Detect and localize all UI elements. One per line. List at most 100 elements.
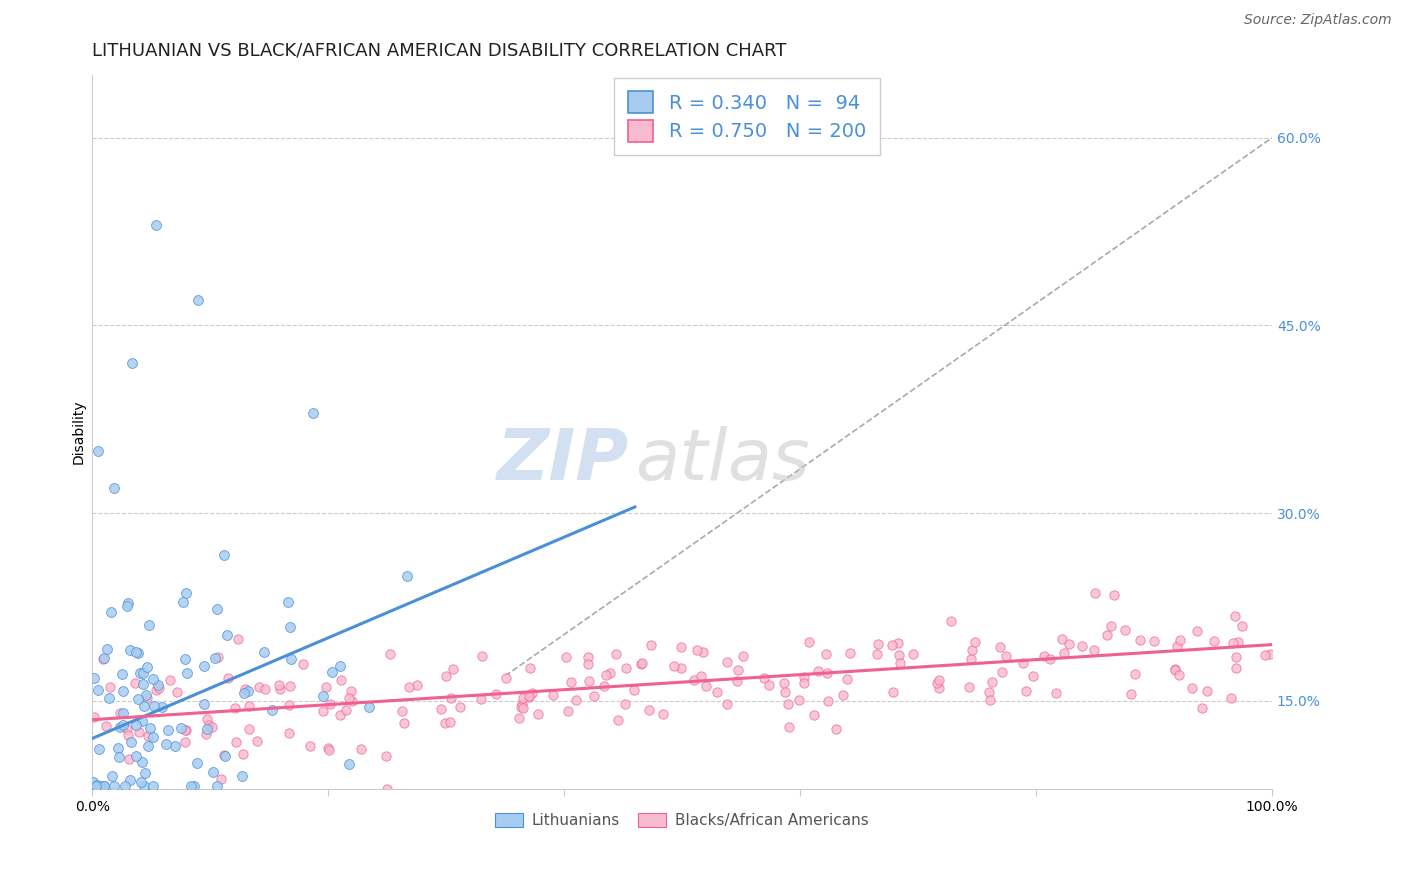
Point (342, 693, 364, 707)
Point (247, 680, 270, 694)
Point (991, 665, 1014, 679)
Point (429, 702, 451, 716)
Point (1258, 647, 1281, 661)
Point (114, 779, 136, 793)
Point (238, 723, 260, 737)
Point (212, 548, 235, 562)
Point (807, 664, 830, 678)
Point (520, 686, 543, 700)
Point (773, 685, 796, 699)
Point (212, 748, 235, 763)
Point (174, 723, 197, 737)
Point (262, 703, 284, 717)
Point (1225, 649, 1247, 664)
Point (963, 635, 986, 649)
Point (145, 683, 167, 698)
Point (209, 772, 232, 786)
Point (1033, 648, 1056, 663)
Point (302, 406, 325, 420)
Point (232, 747, 254, 761)
Point (117, 752, 139, 766)
Point (889, 648, 911, 663)
Point (204, 651, 226, 665)
Point (1102, 588, 1125, 602)
Point (100, 605, 122, 619)
Point (186, 756, 208, 771)
Point (83, 671, 105, 685)
Point (120, 773, 142, 788)
Point (201, 721, 224, 735)
Point (233, 682, 256, 697)
Point (835, 672, 858, 686)
Point (799, 635, 821, 649)
Point (278, 698, 301, 712)
Point (508, 711, 530, 725)
Point (669, 661, 692, 675)
Point (716, 655, 738, 669)
Point (193, 659, 215, 673)
Point (630, 657, 652, 671)
Point (979, 692, 1001, 706)
Point (1039, 652, 1062, 666)
Point (1220, 690, 1243, 705)
Point (689, 669, 711, 683)
Point (671, 640, 693, 654)
Point (329, 659, 352, 673)
Point (1119, 687, 1142, 701)
Point (198, 718, 221, 732)
Point (517, 689, 540, 703)
Point (706, 684, 728, 698)
Point (1114, 623, 1136, 637)
Text: LITHUANIAN VS BLACK/AFRICAN AMERICAN DISABILITY CORRELATION CHART: LITHUANIAN VS BLACK/AFRICAN AMERICAN DIS… (93, 42, 787, 60)
Point (396, 569, 419, 583)
Point (1225, 661, 1247, 675)
Point (793, 670, 815, 684)
Point (866, 637, 889, 651)
Point (176, 665, 198, 680)
Point (439, 714, 461, 729)
Point (225, 735, 247, 749)
Point (787, 693, 810, 707)
Point (215, 628, 238, 642)
Point (108, 749, 131, 764)
Point (280, 652, 302, 666)
Point (127, 646, 149, 660)
Point (882, 638, 904, 652)
Point (117, 596, 139, 610)
Point (979, 685, 1001, 699)
Point (565, 693, 588, 707)
Point (165, 739, 187, 753)
Point (440, 690, 463, 705)
Point (120, 735, 142, 749)
Point (174, 586, 197, 600)
Point (778, 698, 800, 712)
Point (1129, 632, 1152, 647)
Point (238, 698, 260, 713)
Point (1168, 633, 1191, 648)
Point (148, 681, 170, 696)
Point (814, 647, 837, 661)
Point (125, 645, 148, 659)
Point (278, 679, 301, 693)
Point (1167, 668, 1189, 682)
Point (959, 652, 981, 666)
Point (793, 676, 815, 690)
Point (269, 681, 291, 696)
Point (716, 697, 738, 711)
Point (652, 706, 675, 721)
Point (357, 699, 380, 714)
Point (1222, 635, 1244, 649)
Point (517, 690, 540, 704)
Point (125, 718, 148, 732)
Point (136, 691, 159, 706)
Point (725, 673, 748, 688)
Point (686, 642, 709, 657)
Point (195, 722, 218, 736)
Point (135, 688, 157, 702)
Point (449, 699, 471, 714)
Point (1226, 635, 1249, 649)
Point (183, 779, 205, 793)
Point (1166, 640, 1188, 654)
Point (773, 675, 796, 690)
Text: atlas: atlas (636, 425, 810, 495)
